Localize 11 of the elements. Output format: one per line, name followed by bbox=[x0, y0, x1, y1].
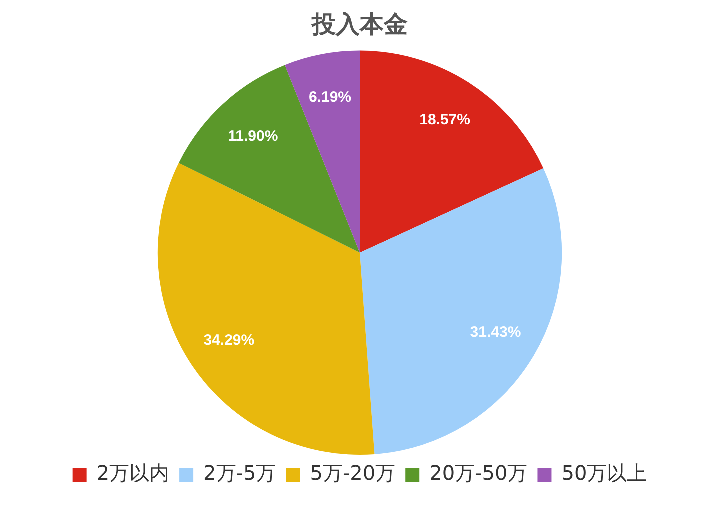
data-label: 34.29% bbox=[204, 332, 255, 349]
legend-label: 50万以上 bbox=[562, 461, 648, 486]
legend-label: 5万-20万 bbox=[310, 461, 396, 486]
legend-label: 2万-5万 bbox=[204, 461, 276, 486]
chart-title: 投入本金 bbox=[311, 10, 408, 39]
legend-label: 2万以内 bbox=[96, 461, 170, 486]
data-label: 18.57% bbox=[420, 111, 470, 128]
data-label: 6.19% bbox=[308, 89, 352, 106]
data-label: 11.90% bbox=[228, 128, 278, 146]
data-label: 31.43% bbox=[470, 324, 522, 342]
legend-label: 20万-50万 bbox=[430, 461, 528, 486]
